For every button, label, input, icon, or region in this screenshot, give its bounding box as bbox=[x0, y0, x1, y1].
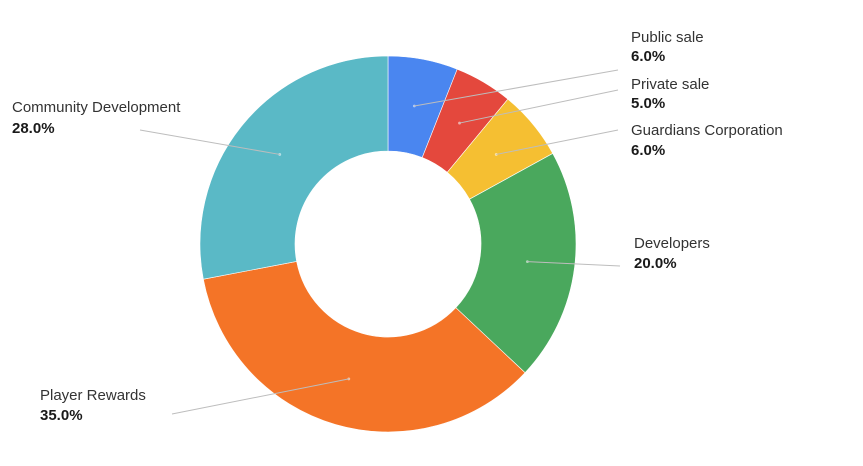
slice-developers bbox=[455, 153, 577, 374]
label-group-developers: Developers 20.0% bbox=[634, 235, 710, 272]
leader-line-guardians-corporation bbox=[496, 129, 619, 155]
slice-player-rewards bbox=[202, 261, 526, 433]
label-group-guardians-corporation: Guardians Corporation 6.0% bbox=[631, 122, 783, 159]
leader-line-private-sale bbox=[459, 89, 619, 124]
label-group-player-rewards: Player Rewards 35.0% bbox=[40, 387, 146, 424]
label-group-public-sale: Public sale 6.0% bbox=[631, 29, 704, 65]
leader-lines-layer bbox=[139, 69, 621, 415]
label-group-private-sale: Private sale 5.0% bbox=[631, 76, 709, 112]
leader-line-public-sale bbox=[414, 69, 619, 107]
slice-community-development bbox=[199, 55, 389, 280]
slice-value-label: 28.0% bbox=[12, 120, 55, 137]
slice-name-label: Private sale bbox=[631, 76, 709, 93]
label-group-community-development: Community Development 28.0% bbox=[12, 99, 181, 137]
slice-name-label: Developers bbox=[634, 235, 710, 252]
slice-name-label: Public sale bbox=[631, 29, 704, 46]
slices-layer bbox=[199, 55, 577, 433]
slice-value-label: 5.0% bbox=[631, 95, 665, 112]
slice-value-label: 20.0% bbox=[634, 255, 677, 272]
slice-name-label: Community Development bbox=[12, 99, 181, 116]
leader-line-community-development bbox=[139, 129, 280, 155]
leader-line-developers bbox=[527, 261, 621, 267]
leader-line-player-rewards bbox=[171, 378, 349, 415]
slice-name-label: Player Rewards bbox=[40, 387, 146, 404]
slice-value-label: 6.0% bbox=[631, 48, 665, 65]
slice-name-label: Guardians Corporation bbox=[631, 122, 783, 139]
labels-layer: Public sale 6.0% Private sale 5.0% Guardians… bbox=[12, 29, 783, 424]
slice-value-label: 6.0% bbox=[631, 142, 665, 159]
slice-value-label: 35.0% bbox=[40, 407, 83, 424]
